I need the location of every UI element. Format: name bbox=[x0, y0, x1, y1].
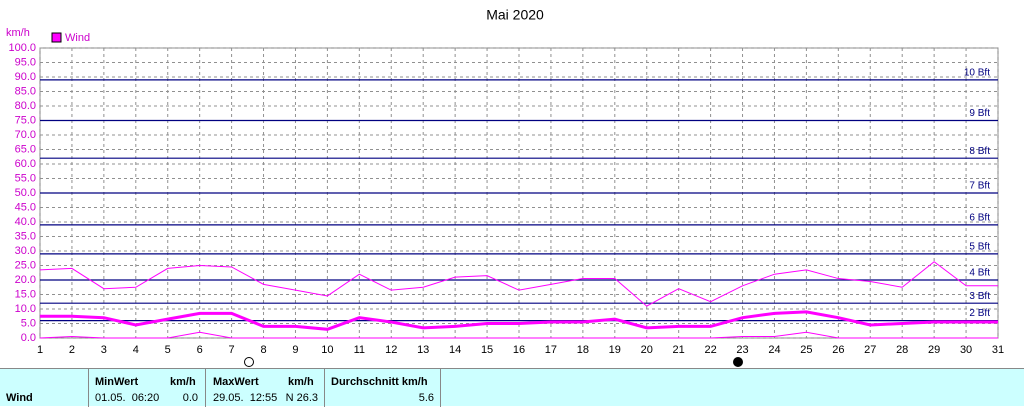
y-tick-label: 95.0 bbox=[15, 56, 36, 68]
x-tick-label: 24 bbox=[768, 344, 780, 356]
y-tick-label: 50.0 bbox=[15, 187, 36, 199]
x-tick-label: 30 bbox=[960, 344, 972, 356]
x-tick-label: 21 bbox=[673, 344, 685, 356]
y-tick-label: 85.0 bbox=[15, 85, 36, 97]
y-tick-label: 75.0 bbox=[15, 114, 36, 126]
divider bbox=[324, 369, 325, 407]
reference-label: 10 Bft bbox=[964, 68, 990, 79]
divider bbox=[205, 369, 206, 407]
reference-label: 9 Bft bbox=[969, 108, 990, 119]
reference-label: 7 Bft bbox=[969, 181, 990, 192]
x-tick-label: 6 bbox=[197, 344, 203, 356]
reference-label: 8 Bft bbox=[969, 146, 990, 157]
x-tick-label: 14 bbox=[449, 344, 461, 356]
y-tick-label: 55.0 bbox=[15, 172, 36, 184]
y-tick-label: 25.0 bbox=[15, 259, 36, 271]
y-tick-label: 65.0 bbox=[15, 143, 36, 155]
y-tick-label: 10.0 bbox=[15, 303, 36, 315]
header: Durchschnitt km/h bbox=[331, 376, 428, 388]
x-tick-label: 3 bbox=[101, 344, 107, 356]
y-tick-label: 80.0 bbox=[15, 100, 36, 112]
reference-label: 4 Bft bbox=[969, 268, 990, 279]
x-tick-label: 23 bbox=[736, 344, 748, 356]
y-tick-label: 0.0 bbox=[21, 332, 36, 344]
y-tick-label: 5.0 bbox=[21, 317, 36, 329]
chart-title: Mai 2020 bbox=[486, 7, 544, 23]
x-tick-label: 20 bbox=[641, 344, 653, 356]
x-tick-label: 10 bbox=[321, 344, 333, 356]
x-tick-label: 26 bbox=[832, 344, 844, 356]
divider bbox=[88, 369, 89, 407]
x-tick-label: 7 bbox=[229, 344, 235, 356]
x-tick-label: 22 bbox=[704, 344, 716, 356]
divider bbox=[440, 369, 441, 407]
series-line bbox=[40, 310, 998, 331]
y-tick-label: 40.0 bbox=[15, 216, 36, 228]
x-tick-label: 12 bbox=[385, 344, 397, 356]
x-tick-label: 31 bbox=[992, 344, 1004, 356]
x-tick-label: 5 bbox=[165, 344, 171, 356]
x-tick-label: 16 bbox=[513, 344, 525, 356]
moon-icon bbox=[244, 357, 254, 367]
cell: N 26.3 bbox=[285, 392, 318, 404]
y-tick-label: 70.0 bbox=[15, 129, 36, 141]
x-tick-label: 11 bbox=[354, 344, 365, 356]
y-tick-label: 20.0 bbox=[15, 274, 36, 286]
y-tick-label: 45.0 bbox=[15, 201, 36, 213]
header: km/h bbox=[288, 376, 314, 388]
x-tick-label: 28 bbox=[896, 344, 908, 356]
summary-table: Wind MinWert km/h 01.05. 06:20 0.0 MaxWe… bbox=[0, 368, 1024, 407]
reference-label: 2 Bft bbox=[969, 308, 990, 319]
legend-label: Wind bbox=[65, 32, 90, 44]
y-tick-label: 35.0 bbox=[15, 230, 36, 242]
reference-label: 3 Bft bbox=[969, 291, 990, 302]
y-tick-label: 15.0 bbox=[15, 288, 36, 300]
x-tick-label: 29 bbox=[928, 344, 940, 356]
x-tick-label: 9 bbox=[292, 344, 298, 356]
cell: 01.05. 06:20 bbox=[95, 392, 160, 404]
cell: 29.05. 12:55 bbox=[213, 392, 278, 404]
row-label: Wind bbox=[6, 392, 33, 404]
reference-label: 6 Bft bbox=[969, 213, 990, 224]
header: MaxWert bbox=[213, 376, 259, 388]
reference-label: 5 Bft bbox=[969, 242, 990, 253]
y-tick-label: 100.0 bbox=[8, 42, 36, 54]
y-tick-label: 30.0 bbox=[15, 245, 36, 257]
x-tick-label: 13 bbox=[417, 344, 429, 356]
x-tick-label: 17 bbox=[545, 344, 557, 356]
chart: Mai 2020 km/h 0.0 5.0 10.0 15.0 20.0 25.0 30.0… bbox=[6, 7, 1004, 367]
y-unit: km/h bbox=[6, 27, 30, 39]
y-tick-label: 60.0 bbox=[15, 158, 36, 170]
x-tick-label: 4 bbox=[133, 344, 139, 356]
y-tick-label: 90.0 bbox=[15, 71, 36, 83]
x-tick-label: 8 bbox=[260, 344, 266, 356]
moon-icon bbox=[733, 357, 743, 367]
cell: 5.6 bbox=[418, 392, 434, 404]
x-tick-label: 15 bbox=[481, 344, 493, 356]
x-tick-label: 27 bbox=[864, 344, 876, 356]
header: km/h bbox=[170, 376, 196, 388]
x-tick-label: 1 bbox=[37, 344, 43, 356]
x-tick-label: 25 bbox=[800, 344, 812, 356]
x-tick-label: 2 bbox=[69, 344, 75, 356]
legend-swatch bbox=[51, 32, 62, 43]
series-line bbox=[39, 331, 998, 339]
series-line bbox=[39, 261, 998, 307]
header: MinWert bbox=[95, 376, 139, 388]
x-tick-label: 18 bbox=[577, 344, 589, 356]
x-tick-label: 19 bbox=[609, 344, 621, 356]
cell: 0.0 bbox=[182, 392, 198, 404]
